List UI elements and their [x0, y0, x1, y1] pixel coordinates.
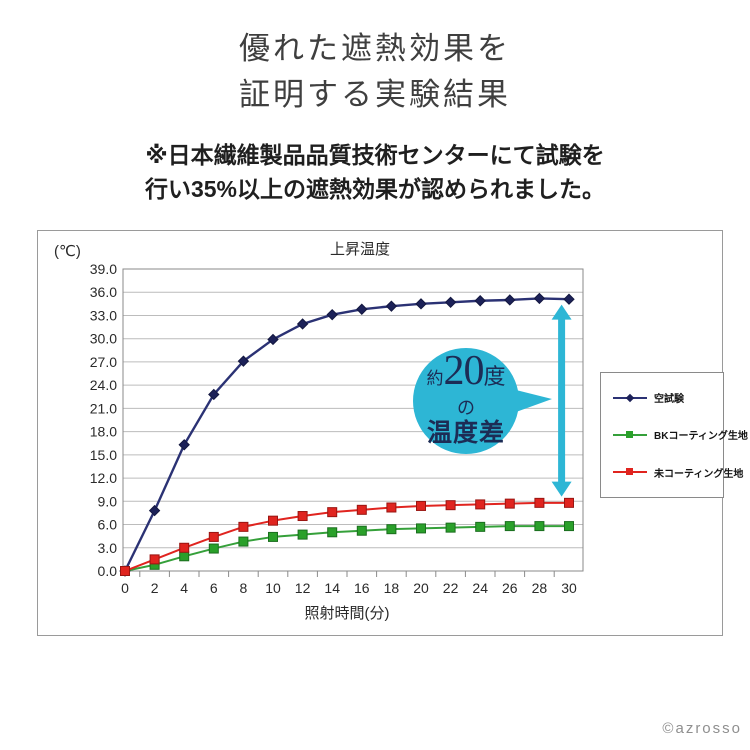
y-axis-labels: 0.0 3.0 6.0 9.0 12.0 15.0 18.0 21.0 24.0 27.0 30.0…	[90, 261, 117, 579]
svg-text:24: 24	[472, 580, 488, 596]
page-subtitle-line1: ※日本繊維製品品質技術センターにて試験を	[145, 142, 605, 168]
chart-panel: 0.0 3.0 6.0 9.0 12.0 15.0 18.0 21.0 24.0 27.0 30.0…	[37, 230, 748, 636]
page-subtitle-line2: 行い35%以上の遮熱効果が認められました。	[144, 176, 606, 202]
svg-text:9.0: 9.0	[98, 493, 118, 509]
series-markers-blank-test	[119, 292, 575, 577]
series-markers-uncoated-fabric	[120, 497, 574, 576]
svg-text:22: 22	[443, 580, 459, 596]
svg-text:12.0: 12.0	[90, 470, 117, 486]
series-line-bk-coated-fabric	[124, 525, 569, 572]
series-line-uncoated-fabric	[124, 501, 569, 572]
svg-text:39.0: 39.0	[90, 261, 117, 277]
page-title-line2: 証明する実験結果	[239, 77, 511, 112]
svg-text:4: 4	[180, 580, 188, 596]
svg-text:20: 20	[413, 580, 429, 596]
svg-text:14: 14	[324, 580, 340, 596]
svg-text:24.0: 24.0	[90, 377, 117, 393]
svg-text:30: 30	[561, 580, 577, 596]
bubble-line1: 約20度	[426, 350, 506, 399]
page-title: 優れた遮熱効果を 証明する実験結果	[0, 26, 750, 118]
legend-label-bk-coated-fabric: BKコーティング生地	[654, 431, 748, 443]
svg-text:18: 18	[384, 580, 400, 596]
legend-label-uncoated-fabric: 未コーティング生地	[654, 468, 744, 480]
svg-text:6.0: 6.0	[98, 517, 118, 533]
plot-border	[122, 268, 584, 572]
x-axis-ticks	[139, 571, 555, 577]
svg-text:10: 10	[265, 580, 281, 596]
bubble-mid: の	[457, 398, 475, 418]
svg-text:3.0: 3.0	[98, 540, 118, 556]
chart-legend: 空試験 BKコーティング生地 未コーティング生地	[600, 372, 748, 498]
svg-text:28: 28	[532, 580, 548, 596]
page-subtitle: ※日本繊維製品品質技術センターにて試験を 行い35%以上の遮熱効果が認められまし…	[0, 138, 750, 206]
x-axis-title: 照射時間(分)	[305, 605, 390, 622]
legend-marker-uncoated-fabric	[613, 467, 647, 477]
bubble-main: 温度差	[426, 420, 505, 447]
legend-label-blank-test: 空試験	[654, 394, 684, 406]
svg-text:6: 6	[210, 580, 218, 596]
svg-text:12: 12	[295, 580, 311, 596]
svg-text:21.0: 21.0	[90, 400, 117, 416]
page-title-line1: 優れた遮熱効果を	[239, 31, 511, 66]
legend-item-blank-test: 空試験	[613, 390, 721, 405]
x-axis-labels: 0 2 4 6 8 10 12 14 16 18 20 22 24 26 28 30	[121, 580, 577, 596]
legend-marker-blank-test	[613, 393, 647, 403]
svg-text:0.0: 0.0	[98, 563, 118, 579]
y-axis-unit-label: (℃)	[54, 243, 81, 260]
svg-text:18.0: 18.0	[90, 424, 117, 440]
bubble-prefix: 約	[426, 369, 444, 388]
svg-text:8: 8	[240, 580, 248, 596]
svg-text:33.0: 33.0	[90, 307, 117, 323]
svg-text:0: 0	[121, 580, 129, 596]
svg-text:36.0: 36.0	[90, 284, 117, 300]
svg-text:30.0: 30.0	[90, 331, 117, 347]
legend-item-bk-coated-fabric: BKコーティング生地	[613, 427, 748, 442]
bubble-suffix: 度	[483, 364, 506, 389]
temperature-difference-arrow	[551, 304, 572, 497]
annotation-bubble: 約20度 の 温度差	[413, 348, 552, 454]
svg-text:26: 26	[502, 580, 518, 596]
svg-text:15.0: 15.0	[90, 447, 117, 463]
copyright: ©azrosso	[662, 720, 742, 737]
temperature-line-chart: 0.0 3.0 6.0 9.0 12.0 15.0 18.0 21.0 24.0 27.0 30.0…	[54, 241, 584, 622]
bubble-pointer	[516, 390, 552, 412]
legend-item-uncoated-fabric: 未コーティング生地	[613, 465, 743, 480]
svg-text:16: 16	[354, 580, 370, 596]
series-markers-bk-coated-fabric	[120, 521, 574, 576]
legend-marker-bk-coated-fabric	[613, 430, 647, 440]
svg-text:27.0: 27.0	[90, 354, 117, 370]
svg-text:2: 2	[151, 580, 159, 596]
chart-title: 上昇温度	[330, 241, 390, 258]
series-line-blank-test	[123, 297, 570, 572]
bubble-value: 20	[443, 348, 484, 394]
